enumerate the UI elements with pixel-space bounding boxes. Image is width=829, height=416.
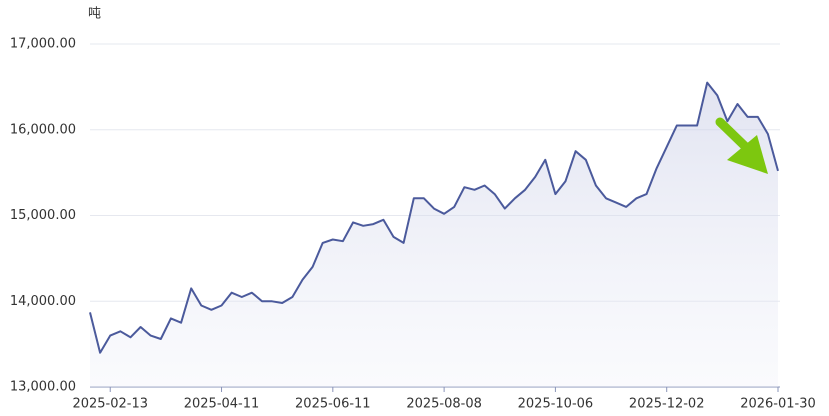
y-tick-label: 13,000.00: [10, 380, 76, 395]
x-tick-label: 2025-10-06: [518, 397, 594, 412]
area: [90, 82, 778, 387]
line: [89, 81, 779, 354]
x-tick-label: 2025-12-02: [629, 397, 705, 412]
x-tick-label: 2025-02-13: [72, 397, 148, 412]
x-tick-label: 2025-08-08: [406, 397, 482, 412]
unit-label: 吨: [88, 7, 101, 22]
trend-arrow: [715, 117, 768, 174]
y-tick-label: 16,000.00: [10, 122, 76, 137]
y-tick-label: 14,000.00: [10, 294, 76, 309]
x-tick-label: 2025-06-11: [295, 397, 371, 412]
y-tick-label: 15,000.00: [10, 208, 76, 223]
x-tick-label: 2026-01-30: [740, 397, 816, 412]
y-tick-label: 17,000.00: [10, 37, 76, 52]
x-tick-label: 2025-04-11: [184, 397, 260, 412]
